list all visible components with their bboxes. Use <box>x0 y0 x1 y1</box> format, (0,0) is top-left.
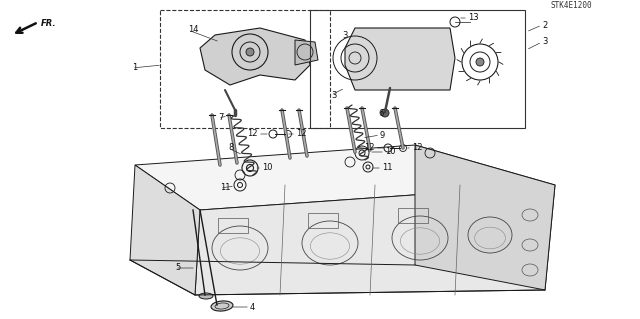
Text: 7: 7 <box>218 114 223 122</box>
Ellipse shape <box>211 301 233 311</box>
Text: 1: 1 <box>132 63 137 72</box>
Text: 12: 12 <box>412 144 422 152</box>
Text: 11: 11 <box>220 183 230 192</box>
Polygon shape <box>130 165 200 295</box>
Polygon shape <box>295 40 318 65</box>
Bar <box>310 10 525 128</box>
Polygon shape <box>195 185 555 295</box>
Text: 14: 14 <box>188 26 198 34</box>
Polygon shape <box>345 28 455 90</box>
Text: 8: 8 <box>228 144 234 152</box>
Circle shape <box>381 109 389 117</box>
Text: 10: 10 <box>385 147 396 157</box>
Circle shape <box>246 48 254 56</box>
Bar <box>308 213 338 228</box>
Text: 2: 2 <box>542 20 547 29</box>
Ellipse shape <box>199 293 213 299</box>
Polygon shape <box>415 145 555 290</box>
Polygon shape <box>135 145 555 210</box>
Text: FR.: FR. <box>41 19 57 28</box>
Text: 4: 4 <box>250 302 255 311</box>
Text: 6: 6 <box>378 108 383 117</box>
Text: 12: 12 <box>296 130 307 138</box>
Text: 12: 12 <box>365 144 375 152</box>
Text: 13: 13 <box>468 13 479 23</box>
Circle shape <box>476 58 484 66</box>
Text: 3: 3 <box>331 91 337 100</box>
Bar <box>218 218 248 233</box>
Text: 10: 10 <box>262 164 273 173</box>
Text: 3: 3 <box>342 31 348 40</box>
Bar <box>398 208 428 223</box>
Polygon shape <box>200 28 310 85</box>
Bar <box>160 10 330 128</box>
Text: 3: 3 <box>542 38 547 47</box>
Text: 12: 12 <box>248 130 258 138</box>
Text: STK4E1200: STK4E1200 <box>550 1 592 10</box>
Text: 11: 11 <box>382 164 392 173</box>
Text: 9: 9 <box>380 130 385 139</box>
Text: 5: 5 <box>175 263 180 272</box>
